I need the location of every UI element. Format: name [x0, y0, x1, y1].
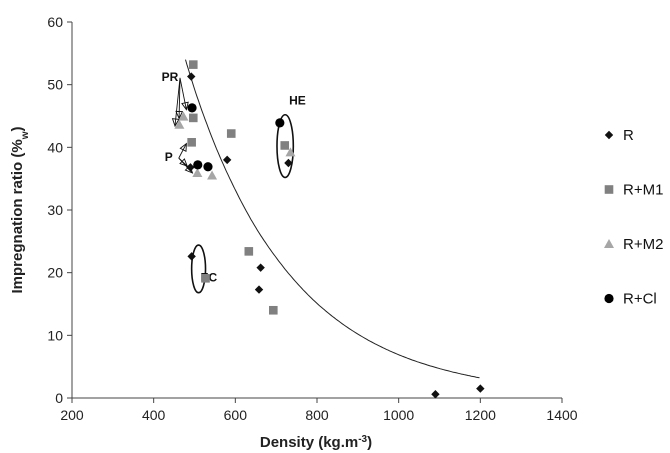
data-point [476, 384, 485, 393]
data-point [269, 305, 278, 315]
data-point [275, 118, 285, 128]
data-point [192, 168, 203, 178]
annotation-arrow-head [171, 118, 180, 128]
legend: R R+M1 R+M2 R+Cl [604, 127, 663, 308]
x-tick-label: 1000 [383, 407, 414, 423]
y-tick-label: 30 [47, 202, 63, 218]
data-point [244, 247, 254, 256]
x-tick-label: 200 [60, 407, 84, 423]
data-point [203, 162, 213, 172]
x-tick-label: 400 [142, 407, 166, 423]
annotation-arrow-line [178, 143, 187, 159]
annotation-arrow-head [179, 142, 187, 153]
legend-item: R [604, 127, 634, 144]
data-point [256, 263, 265, 272]
annotation-label-p: P [165, 150, 173, 164]
data-point [254, 285, 264, 294]
y-tick-label: 20 [47, 265, 63, 281]
legend-marker [604, 293, 614, 304]
legend-label: R+M2 [623, 236, 663, 253]
data-point [178, 111, 189, 121]
y-axis-title-sub: w [20, 131, 31, 140]
trendline [185, 59, 480, 379]
legend-label: R+Cl [623, 291, 657, 308]
y-tick-label: 0 [55, 390, 63, 406]
annotation-label-pr: PR [162, 70, 179, 84]
x-axis-title-sup: -3 [358, 434, 367, 445]
annotation-arrow-line [179, 77, 187, 110]
x-tick-label: 800 [305, 407, 329, 423]
annotations-layer: PRPHEEC [162, 70, 306, 294]
y-tick-label: 60 [47, 14, 63, 30]
series-r-m2 [174, 111, 296, 180]
legend-marker [604, 239, 614, 248]
legend-marker [604, 185, 614, 194]
data-point [207, 170, 218, 180]
annotation-ellipse-ec [190, 244, 207, 294]
series-r-cl [187, 103, 285, 172]
legend-label: R [623, 127, 634, 144]
y-tick-label: 40 [47, 139, 63, 155]
annotation-arrow-line [174, 77, 181, 127]
data-point [284, 158, 293, 168]
data-point [201, 274, 210, 283]
x-axis-title: Density (kg.m-3) [260, 434, 372, 452]
x-tick-label: 1200 [465, 407, 496, 423]
series-r-m1 [187, 60, 290, 315]
data-point [187, 138, 196, 147]
data-point [187, 72, 196, 81]
annotation-ellipse-he [276, 113, 295, 179]
data-point [280, 141, 290, 150]
series-r [186, 72, 485, 399]
legend-item: R+Cl [604, 291, 657, 308]
legend-item: R+M1 [604, 182, 663, 199]
data-points-layer [174, 60, 485, 399]
legend-label: R+M1 [623, 182, 663, 199]
data-point [193, 160, 203, 170]
x-tick-label: 1400 [546, 407, 577, 423]
data-point [188, 60, 198, 69]
data-point [285, 147, 296, 157]
data-point [222, 155, 232, 165]
x-tick-label: 600 [224, 407, 248, 423]
data-point [226, 129, 236, 138]
data-point [187, 252, 196, 261]
data-point [431, 390, 440, 399]
legend-item: R+M2 [604, 236, 663, 253]
trendline-layer [185, 59, 480, 379]
axes: 200 400 600 800 1000 1200 1400 0 10 20 30 40 50 60 [47, 14, 577, 423]
data-point [174, 119, 185, 129]
annotation-arrow-head [175, 110, 184, 120]
annotation-arrow-head [181, 101, 189, 111]
data-point [186, 163, 195, 172]
y-axis-title: Impregnation ratio (%w) [9, 127, 31, 294]
legend-marker [604, 130, 614, 140]
annotation-label-he: HE [289, 94, 306, 108]
y-tick-label: 10 [47, 327, 63, 343]
data-point [187, 103, 197, 113]
y-tick-label: 50 [47, 77, 63, 93]
data-point [188, 113, 198, 123]
